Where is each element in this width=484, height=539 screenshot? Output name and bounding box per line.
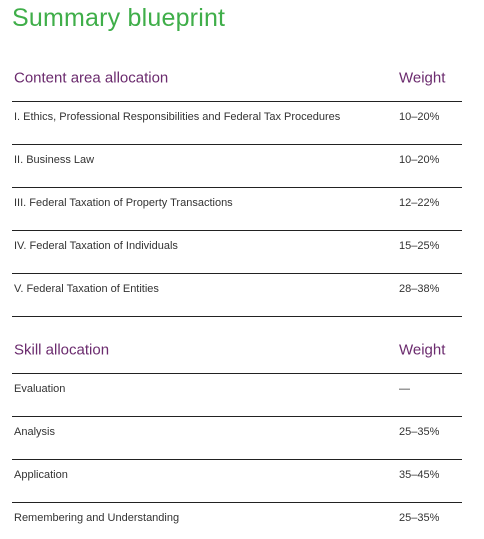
weight-cell: 25–35% bbox=[399, 426, 440, 438]
divider bbox=[12, 459, 462, 460]
weight-cell: 10–20% bbox=[399, 111, 440, 123]
divider bbox=[12, 416, 462, 417]
column-header: Weight bbox=[399, 341, 446, 359]
weight-cell: 28–38% bbox=[399, 283, 440, 295]
weight-cell: 15–25% bbox=[399, 240, 440, 252]
label-cell: II. Business Law bbox=[14, 154, 95, 166]
page-title: Summary blueprint bbox=[12, 4, 226, 32]
weight-cell: — bbox=[399, 383, 410, 395]
label-cell: Application bbox=[14, 469, 68, 481]
divider bbox=[12, 230, 462, 231]
divider bbox=[12, 101, 462, 102]
label-cell: Evaluation bbox=[14, 383, 66, 395]
label-cell: III. Federal Taxation of Property Transa… bbox=[14, 197, 233, 209]
weight-cell: 35–45% bbox=[399, 469, 440, 481]
column-header: Content area allocation bbox=[14, 69, 169, 87]
label-cell: IV. Federal Taxation of Individuals bbox=[14, 240, 178, 252]
label-cell: I. Ethics, Professional Responsibilities… bbox=[14, 111, 341, 123]
column-header: Skill allocation bbox=[14, 341, 110, 359]
weight-cell: 10–20% bbox=[399, 154, 440, 166]
column-header: Weight bbox=[399, 69, 446, 87]
label-cell: Remembering and Understanding bbox=[14, 512, 180, 524]
divider bbox=[12, 316, 462, 317]
divider bbox=[12, 144, 462, 145]
divider bbox=[12, 273, 462, 274]
divider bbox=[12, 187, 462, 188]
label-cell: V. Federal Taxation of Entities bbox=[14, 283, 159, 295]
divider bbox=[12, 373, 462, 374]
label-cell: Analysis bbox=[14, 426, 55, 438]
weight-cell: 12–22% bbox=[399, 197, 440, 209]
weight-cell: 25–35% bbox=[399, 512, 440, 524]
divider bbox=[12, 502, 462, 503]
